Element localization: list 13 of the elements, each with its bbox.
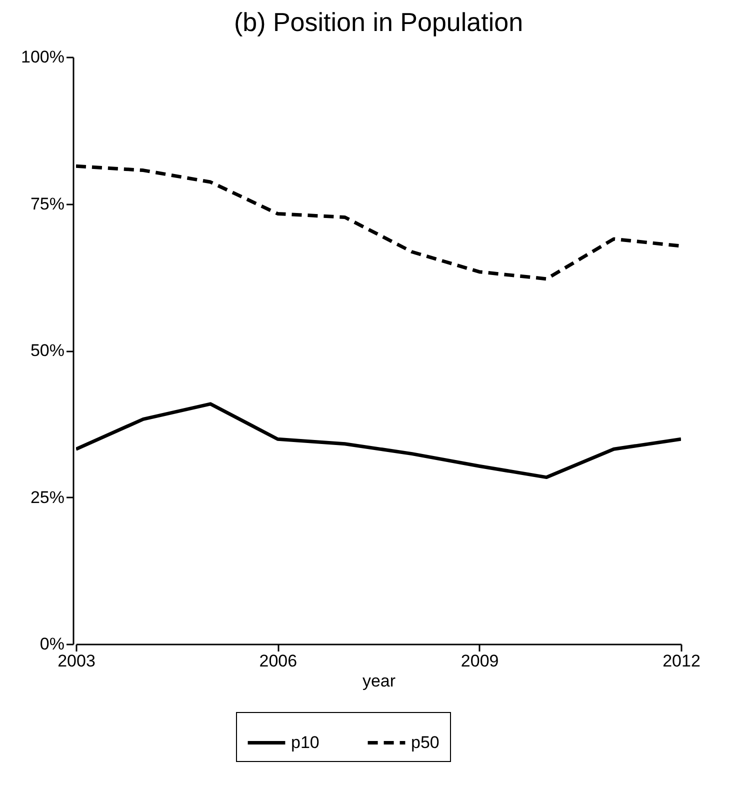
y-tick-label: 100%	[21, 48, 64, 66]
x-axis-title: year	[362, 672, 396, 690]
legend-label: p10	[291, 732, 320, 752]
x-tick-label: 2009	[460, 652, 499, 670]
x-tick-label: 2012	[662, 652, 700, 670]
y-tick-label: 25%	[30, 488, 64, 507]
x-tick-label: 2006	[259, 652, 298, 670]
y-tick-label: 0%	[40, 634, 64, 654]
x-tick-label: 2003	[58, 652, 96, 670]
y-tick-label: 50%	[30, 341, 64, 360]
y-tick-label: 75%	[30, 194, 64, 214]
legend-label: p50	[411, 732, 440, 752]
chart-title: (b) Position in Population	[234, 7, 524, 37]
